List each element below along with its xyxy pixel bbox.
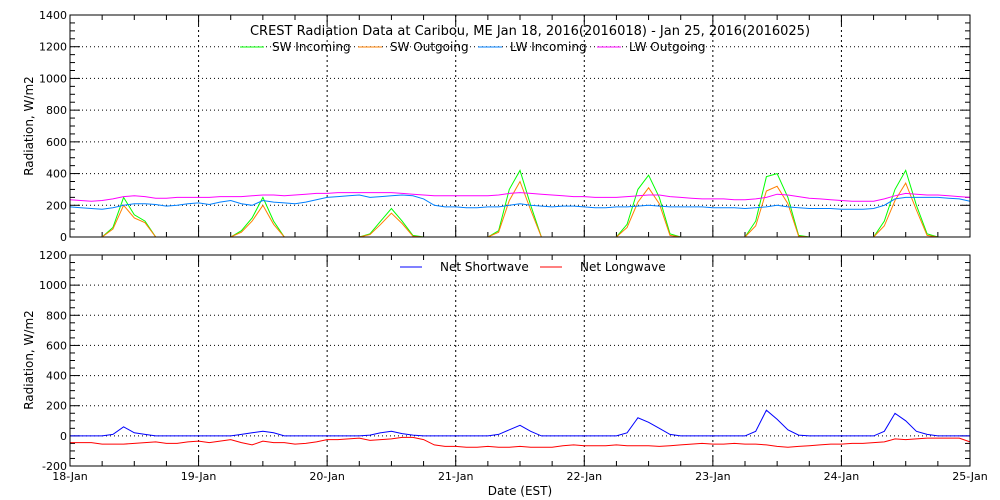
bottom-y-tick-label: 600 — [46, 339, 67, 352]
bottom-y-tick-label: 200 — [46, 400, 67, 413]
legend-label: SW Incoming — [272, 40, 351, 54]
x-tick-label: 20-Jan — [309, 470, 345, 483]
bottom-panel: -200 0 200 400 600 800 1000 1200 18-Jan 19-Jan 20-… — [39, 249, 988, 483]
bottom-plot-frame — [69, 254, 971, 467]
x-tick-label: 24-Jan — [824, 470, 860, 483]
top-plot-frame — [69, 14, 971, 238]
x-tick-label: 19-Jan — [181, 470, 217, 483]
legend-label: Net Shortwave — [440, 260, 529, 274]
bottom-y-tick-label: 400 — [46, 370, 67, 383]
bottom-y-axis-label: Radiation, W/m2 — [22, 310, 36, 410]
x-tick-label: 21-Jan — [438, 470, 474, 483]
bottom-y-tick-label: -200 — [42, 460, 67, 473]
top-y-tick-label: 400 — [46, 168, 67, 181]
top-y-tick-label: 800 — [46, 104, 67, 117]
top-y-tick-label: 600 — [46, 136, 67, 149]
x-tick-label: 22-Jan — [567, 470, 603, 483]
legend-label: LW Incoming — [510, 40, 587, 54]
x-axis-label: Date (EST) — [488, 484, 552, 498]
series-line-net-longwave — [70, 436, 971, 448]
series-line-net-shortwave — [70, 409, 970, 437]
x-tick-label: 18-Jan — [52, 470, 88, 483]
series-line-lw-incoming — [69, 194, 971, 210]
top-y-tick-label: 1200 — [39, 41, 67, 54]
legend-label: Net Longwave — [580, 260, 666, 274]
x-tick-label: 23-Jan — [695, 470, 731, 483]
top-y-tick-label: 1000 — [39, 72, 67, 85]
bottom-y-tick-label: 800 — [46, 309, 67, 322]
top-y-tick-label: 1400 — [39, 9, 67, 22]
legend-label: LW Outgoing — [629, 40, 706, 54]
top-y-axis-label: Radiation, W/m2 — [22, 76, 36, 176]
series-line-lw-outgoing — [69, 192, 971, 202]
legend-label: SW Outgoing — [390, 40, 469, 54]
bottom-y-tick-label: 1200 — [39, 249, 67, 262]
top-y-tick-label: 200 — [46, 199, 67, 212]
bottom-y-tick-label: 1000 — [39, 279, 67, 292]
chart-title: CREST Radiation Data at Caribou, ME Jan … — [250, 24, 810, 39]
top-y-tick-label: 0 — [60, 231, 67, 244]
bottom-y-tick-label: 0 — [60, 430, 67, 443]
x-tick-label: 25-Jan — [952, 470, 988, 483]
top-panel: 0 200 400 600 800 1000 1200 1400 SW Incoming SW O… — [39, 9, 971, 244]
